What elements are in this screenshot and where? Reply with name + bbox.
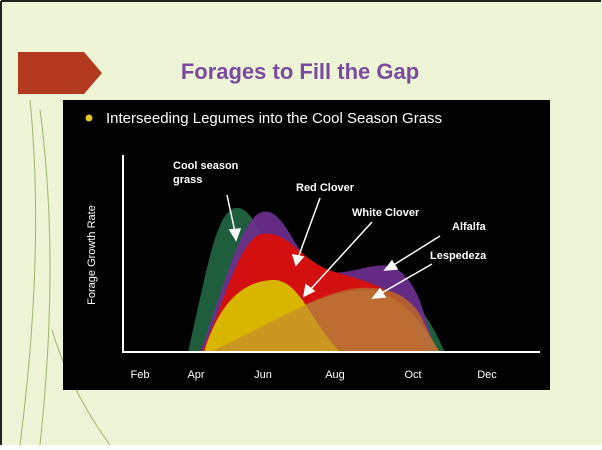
arrow bbox=[379, 263, 433, 295]
y-axis-label: Forage Growth Rate bbox=[86, 205, 98, 305]
x-label: Feb bbox=[131, 369, 150, 381]
axes bbox=[122, 155, 540, 353]
slide-title: Forages to Fill the Gap bbox=[181, 59, 419, 84]
bullet-dot bbox=[85, 114, 93, 122]
annotation: White Clover bbox=[352, 207, 420, 219]
annotation: Cool season bbox=[173, 160, 239, 172]
arrow bbox=[297, 197, 321, 259]
x-label: Dec bbox=[477, 369, 497, 381]
x-label: Oct bbox=[404, 369, 421, 381]
lespedeza-area bbox=[210, 290, 440, 352]
annotation: grass bbox=[173, 174, 202, 186]
arrow bbox=[226, 194, 236, 233]
x-label: Aug bbox=[325, 369, 345, 381]
arrowhead bbox=[302, 283, 316, 298]
arrow bbox=[391, 235, 441, 267]
arrowhead bbox=[371, 287, 387, 299]
annotation: Red Clover bbox=[296, 182, 355, 194]
arrowhead bbox=[228, 228, 242, 242]
x-label: Apr bbox=[187, 369, 204, 381]
title-arrow bbox=[18, 52, 102, 94]
arrowhead bbox=[383, 259, 399, 271]
annotation: Lespedeza bbox=[430, 250, 487, 262]
arrowhead bbox=[291, 254, 305, 267]
arrow bbox=[309, 221, 373, 291]
x-label: Jun bbox=[254, 369, 272, 381]
growth-curves bbox=[188, 207, 445, 352]
annotation: Alfalfa bbox=[452, 221, 487, 233]
bullet-text: Interseeding Legumes into the Cool Seaso… bbox=[106, 110, 442, 127]
